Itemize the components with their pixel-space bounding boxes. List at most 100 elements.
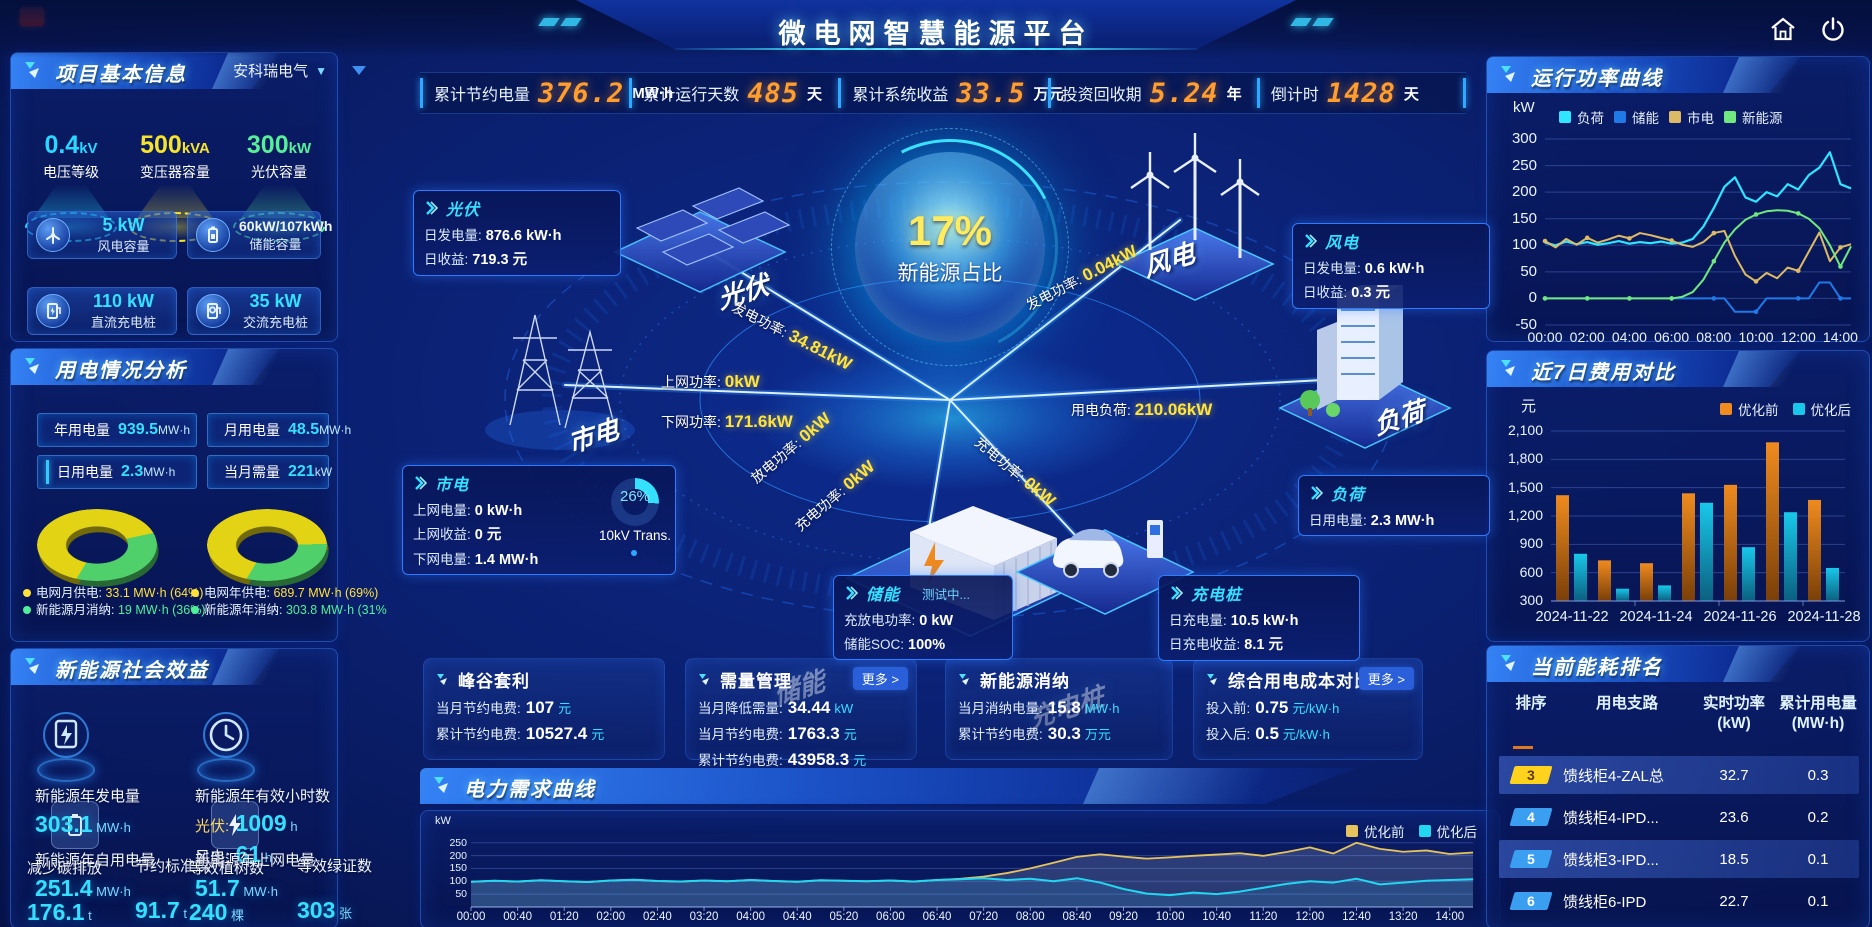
benefit-label: 减少碳排放 <box>27 860 103 877</box>
x-tick: 01:20 <box>549 911 579 923</box>
y-tick: 300 <box>1519 592 1543 608</box>
benefit-sub-row: 风电: 61 h <box>195 841 272 867</box>
hours-pedestal-icon <box>189 709 263 782</box>
card-row: 当月降低需量: 34.44 kW <box>698 698 854 717</box>
table-row: 4 馈线柜4-IPD... 23.6 0.2 <box>1499 798 1859 836</box>
chevron-right-icon <box>846 586 858 600</box>
benefit-item-1: 新能源年有效小时数 光伏: 1009 h 风电: 61 h <box>195 785 330 868</box>
card-row: 当月节约电费: 1763.3 元 <box>698 724 857 743</box>
card-corner-icon <box>699 673 709 685</box>
benefit-value: 51.7 MW·h <box>195 875 279 901</box>
card-row: 累计节约电费: 30.3 万元 <box>958 724 1111 743</box>
y-tick: 200 <box>1511 183 1537 201</box>
chevron-right-icon <box>1171 586 1183 600</box>
benefit-item-2: 新能源年自用电量 251.4 MW·h <box>35 849 155 902</box>
stat-value: 60kW/107kWh <box>239 217 333 234</box>
y-axis-label: kW <box>435 815 451 827</box>
table-header-row: 排序 用电支路 实时功率 (kW) 累计用电量 (MW·h) <box>1499 694 1859 734</box>
x-tick: 06:00 <box>876 911 905 923</box>
panel-cost-compare: 近7日费用对比 元 优化前 优化后 2,100 1,800 1,500 1,200 900 60… <box>1486 350 1870 642</box>
card-corner-icon <box>1207 673 1217 685</box>
y-tick: 900 <box>1519 535 1543 552</box>
more-button[interactable]: 更多 > <box>1358 667 1414 690</box>
company-selector[interactable]: 安科瑞电气 ▼ <box>233 60 327 81</box>
kpi-unit: 天 <box>807 85 823 103</box>
panel-title: 运行功率曲线 <box>1531 68 1663 90</box>
decor-slash-icon <box>1312 18 1334 26</box>
kpi-item: 累计系统收益 33.5 万元 <box>838 73 1063 113</box>
panel-corner-icon <box>1499 358 1521 385</box>
chart-legend: 优化前 优化后 <box>1720 399 1851 419</box>
panel-title: 新能源社会效益 <box>55 660 209 682</box>
top-header: 微电网智慧能源平台 <box>0 0 1872 58</box>
card-title: 峰谷套利 <box>458 672 530 691</box>
grid-node-graphic <box>485 314 635 450</box>
x-tick: 06:00 <box>1654 329 1690 345</box>
x-tick: 00:40 <box>503 911 532 923</box>
pedestal-label: 变压器容量 <box>140 164 210 180</box>
benefit-item-4: 节约标准煤 91.7 t <box>135 855 210 924</box>
stat-value: 48.5MW·h <box>288 421 352 438</box>
lightning-ghost-icon <box>211 801 259 849</box>
flow-label-1: 上网功率: 0kW <box>661 372 760 391</box>
table-row: 6 馈线柜6-IPD 22.7 0.1 <box>1499 882 1859 920</box>
x-tick: 13:20 <box>1388 911 1418 923</box>
benefit-item-3: 减少碳排放 176.1 t <box>27 857 102 926</box>
chart-legend: 负荷 储能 市电 新能源 <box>1559 107 1783 127</box>
run-power-chart: kW 负荷 储能 市电 新能源 300 250 200 150 100 50 0 -50 00:00 02:… <box>1487 93 1869 345</box>
company-selector-value: 安科瑞电气 <box>233 63 309 80</box>
x-tick: 14:00 <box>1435 911 1465 923</box>
branch-name: 馈线柜3-IPD... <box>1563 851 1659 869</box>
y-tick: 250 <box>1511 156 1537 174</box>
decor-slash-icon <box>1290 18 1312 26</box>
column-header: 累计用电量 (MW·h) <box>1779 695 1857 732</box>
x-tick: 2024-11-24 <box>1619 609 1693 625</box>
pedestal-label: 电压等级 <box>43 164 99 180</box>
column-header: 实时功率 (kW) <box>1702 695 1765 732</box>
x-tick: 14:00 <box>1822 329 1858 345</box>
info-box-row: 日充电收益: 8.1 元 <box>1169 637 1283 653</box>
panel-title: 用电情况分析 <box>55 360 187 382</box>
title-banner <box>576 0 1296 50</box>
kpi-value: 485 <box>747 77 799 109</box>
kpi-unit: MW·h <box>632 84 674 102</box>
y-axis-label: 元 <box>1521 398 1537 415</box>
info-box-row: 储能SOC: 100% <box>844 637 946 653</box>
info-box-title: 风电 <box>1325 235 1360 252</box>
panel-corner-icon <box>1499 653 1521 680</box>
benefit-item-7: 等效绿证数 303 张 <box>297 855 372 924</box>
benefit-item-5: 新能源年上网电量 51.7 MW·h <box>195 849 315 902</box>
sort-indicator <box>1513 746 1533 749</box>
energy-stat-0: 年用电量 939.5MW·h <box>37 413 197 447</box>
benefit-card-1: 需量管理 更多 > 当月降低需量: 34.44 kW 当月节约电费: 1763.3 元累计节约… <box>685 658 917 769</box>
pedestal-value: 0.4kV <box>44 131 98 159</box>
x-tick: 12:00 <box>1295 911 1325 923</box>
panel-corner-icon <box>23 356 45 383</box>
benefit-card-0: 峰谷套利 当月节约电费: 107 元累计节约电费: 10527.4 元 <box>423 658 665 760</box>
x-tick: 04:40 <box>782 911 812 923</box>
more-button[interactable]: 更多 > <box>852 667 908 690</box>
info-box-title: 负荷 <box>1331 487 1366 504</box>
chevron-right-icon <box>415 476 427 490</box>
energy-stat-2: 日用电量 2.3MW·h <box>37 455 197 489</box>
total-energy: 0.1 <box>1807 892 1829 910</box>
card-corner-icon <box>959 673 969 685</box>
power-icon[interactable] <box>1816 12 1850 46</box>
panel-title: 项目基本信息 <box>55 64 187 86</box>
flow-label-4: 用电负荷: 210.06kW <box>1071 400 1213 419</box>
renewable-share-core: 17% 新能源占比 <box>831 128 1069 366</box>
decor-slash-icon <box>538 18 560 26</box>
y-tick: 1,800 <box>1507 450 1543 467</box>
x-tick: 00:00 <box>456 911 486 923</box>
x-tick: 00:00 <box>1527 329 1563 345</box>
cost-compare-chart: 元优化前 优化后 2,100 1,800 1,500 1,200 900 600 300 2024… <box>1487 387 1869 641</box>
x-tick: 2024-11-28 <box>1787 609 1861 625</box>
home-icon[interactable] <box>1766 12 1800 46</box>
info-box-row: 日充电量: 10.5 kW·h <box>1169 613 1299 629</box>
stat-label: 年用电量 <box>54 422 110 438</box>
x-tick: 08:00 <box>1015 911 1045 923</box>
info-box-pv: 光伏 日发电量: 876.6 kW·h 日收益: 719.3 元 <box>413 190 621 276</box>
x-tick: 10:00 <box>1155 911 1185 923</box>
x-tick: 12:40 <box>1342 911 1371 923</box>
